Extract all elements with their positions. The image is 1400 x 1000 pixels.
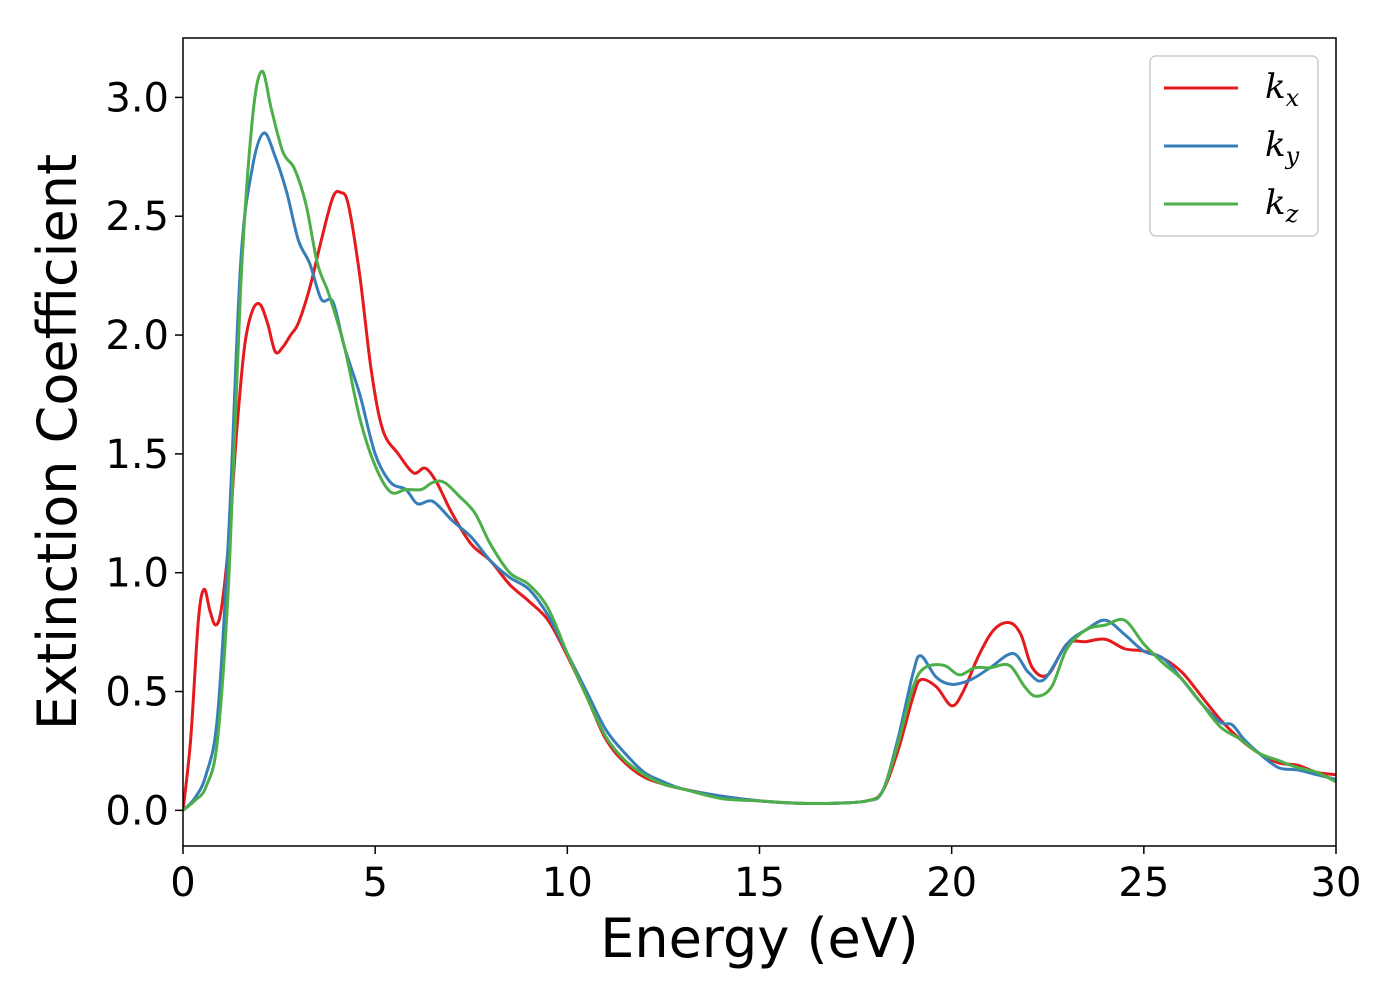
legend-label-kz: kz [1265,183,1299,228]
y-axis-label: Extinction Coefficient [26,154,89,730]
legend-entries: kx ky kz [1164,67,1300,228]
y-tick-label: 1.5 [105,432,169,478]
series-layer [183,69,1336,812]
x-tick-label: 0 [170,860,195,906]
series-line-ky [183,131,1336,812]
y-tick-label: 2.0 [105,313,169,359]
x-tick-label: 10 [542,860,593,906]
legend-label-ky: ky [1265,125,1300,170]
x-tick-label: 25 [1118,860,1169,906]
x-tick-label: 15 [734,860,785,906]
y-tick-label: 1.0 [105,551,169,597]
y-axis-ticks: 0.0 0.5 1.0 1.5 2.0 2.5 3.0 [105,75,183,834]
y-tick-label: 0.0 [105,788,169,834]
x-axis-ticks: 0 5 10 15 20 25 30 [170,846,1361,906]
x-tick-label: 20 [926,860,977,906]
y-tick-label: 2.5 [105,194,169,240]
x-tick-label: 5 [362,860,387,906]
x-axis-label: Energy (eV) [600,907,919,970]
y-tick-label: 0.5 [105,670,169,716]
legend-label-kx: kx [1265,67,1300,112]
series-line-kz [183,69,1336,812]
y-tick-label: 3.0 [105,75,169,121]
x-tick-label: 30 [1311,860,1362,906]
legend: kx ky kz [1149,55,1319,237]
